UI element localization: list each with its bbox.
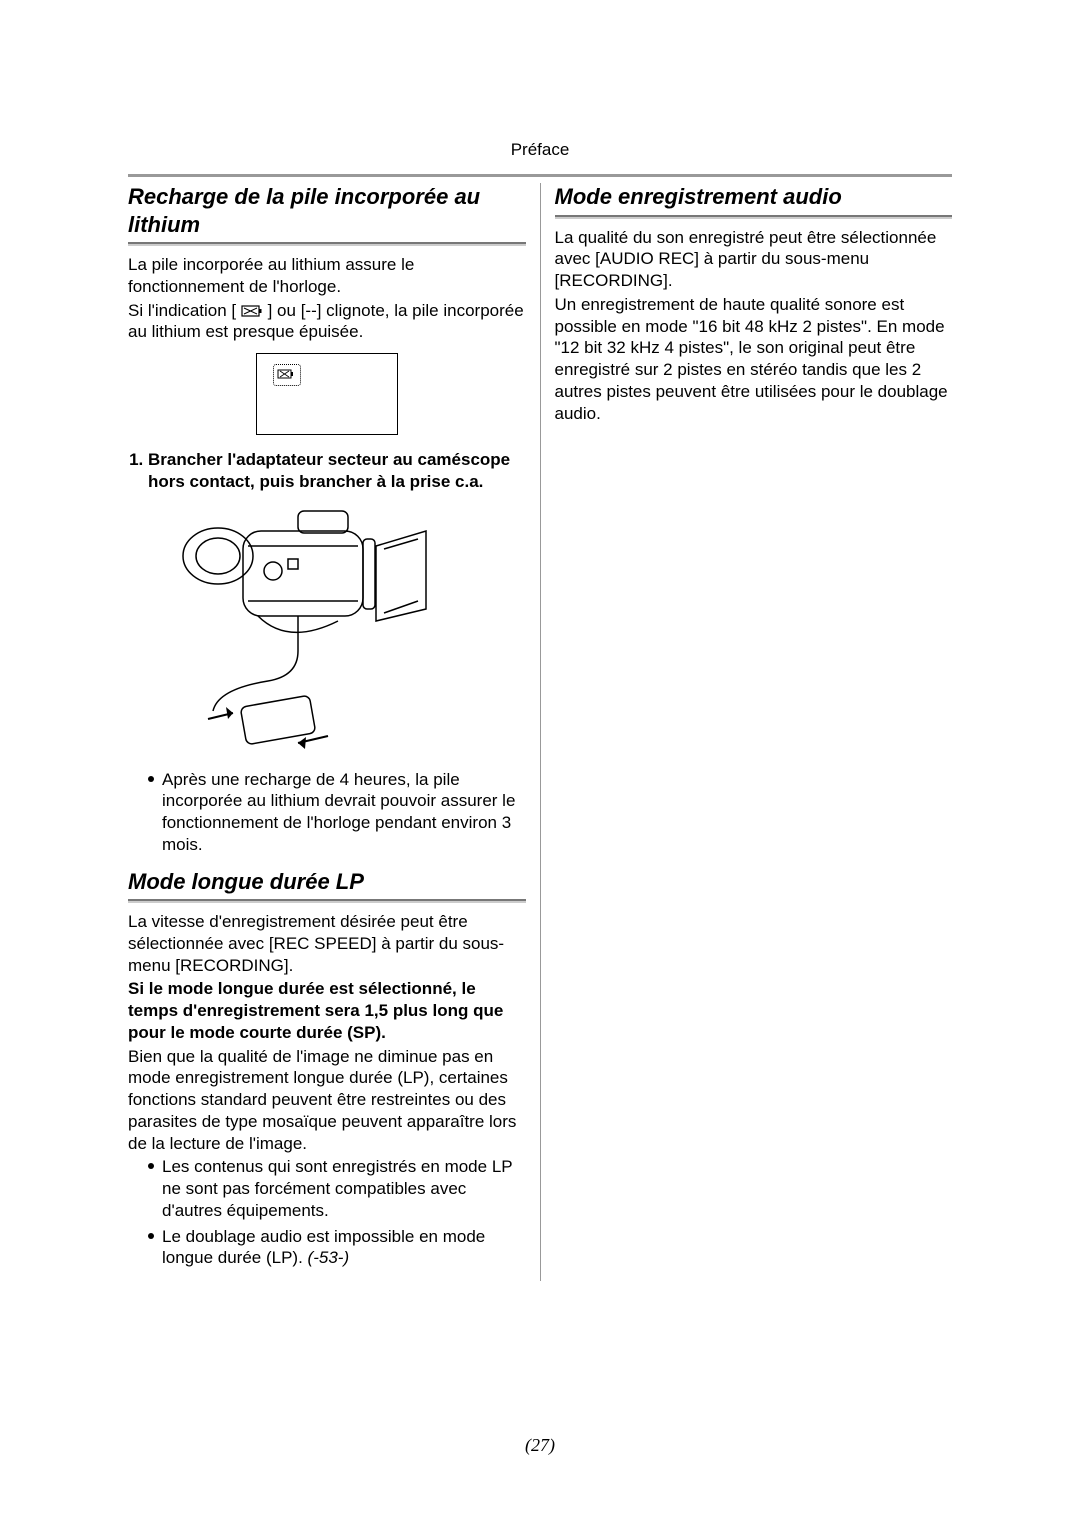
- paragraph: La qualité du son enregistré peut être s…: [555, 227, 953, 292]
- bullet-list: Après une recharge de 4 heures, la pile …: [128, 769, 526, 856]
- right-column: Mode enregistrement audio La qualité du …: [540, 183, 953, 1281]
- section-rule: [555, 215, 953, 219]
- text-fragment: Si l'indication [: [128, 301, 236, 320]
- document-page: Préface Recharge de la pile incorporée a…: [0, 0, 1080, 1526]
- bullet-list: Les contenus qui sont enregistrés en mod…: [128, 1156, 526, 1269]
- section-rule: [128, 242, 526, 246]
- header-rule: [128, 174, 952, 177]
- paragraph: Si l'indication [ ] ou [--] clignote, la…: [128, 300, 526, 344]
- section-title-lp: Mode longue durée LP: [128, 868, 526, 896]
- numbered-steps: Brancher l'adaptateur secteur au camésco…: [128, 449, 526, 493]
- blinking-battery-icon: [273, 364, 301, 386]
- paragraph: Un enregistrement de haute qualité sonor…: [555, 294, 953, 425]
- paragraph: La vitesse d'enregistrement désirée peut…: [128, 911, 526, 976]
- camcorder-adapter-figure: [148, 501, 438, 761]
- section-title-recharge: Recharge de la pile incorporée au lithiu…: [128, 183, 526, 238]
- list-item: Le doublage audio est impossible en mode…: [148, 1226, 526, 1270]
- paragraph-bold: Si le mode longue durée est sélectionné,…: [128, 978, 526, 1043]
- two-column-layout: Recharge de la pile incorporée au lithiu…: [128, 183, 952, 1281]
- list-item: Après une recharge de 4 heures, la pile …: [148, 769, 526, 856]
- paragraph: Bien que la qualité de l'image ne diminu…: [128, 1046, 526, 1155]
- page-number: (27): [0, 1435, 1080, 1456]
- battery-low-icon: [241, 304, 263, 318]
- indicator-display-figure: [256, 353, 398, 435]
- header-section-label: Préface: [128, 140, 952, 160]
- section-rule: [128, 899, 526, 903]
- section-title-audio: Mode enregistrement audio: [555, 183, 953, 211]
- page-reference: (-53-): [308, 1248, 350, 1267]
- list-item: Les contenus qui sont enregistrés en mod…: [148, 1156, 526, 1221]
- left-column: Recharge de la pile incorporée au lithiu…: [128, 183, 540, 1281]
- step-item: Brancher l'adaptateur secteur au camésco…: [148, 449, 526, 493]
- paragraph: La pile incorporée au lithium assure le …: [128, 254, 526, 298]
